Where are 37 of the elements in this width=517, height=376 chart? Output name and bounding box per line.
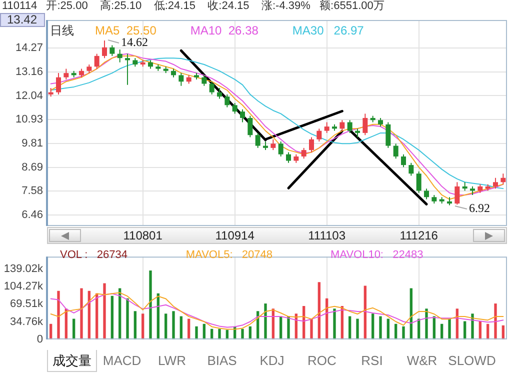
text: 13.42 bbox=[6, 12, 38, 26]
text: MAVOL5: 20748 bbox=[186, 249, 273, 262]
y-tick-label: 9.81 bbox=[22, 137, 43, 150]
y-tick-label: 14.27 bbox=[15, 42, 43, 54]
text: SLOWD bbox=[447, 352, 497, 370]
text: ROC bbox=[306, 352, 338, 370]
text: MA5 25.50 bbox=[95, 23, 157, 38]
y-tick-label: 13.16 bbox=[15, 66, 43, 78]
y-tick-label: 0 bbox=[36, 333, 43, 346]
y-tick-label: 10.93 bbox=[15, 114, 43, 126]
y-tick-label: 104.27k bbox=[4, 280, 44, 292]
text: BIAS bbox=[206, 352, 238, 370]
text: RSI bbox=[360, 352, 384, 370]
x-tick-label: 110801 bbox=[123, 228, 163, 243]
x-tick-label: 111216 bbox=[400, 228, 438, 243]
annotation: 日线 bbox=[50, 23, 74, 38]
text: 成交量 bbox=[47, 350, 97, 372]
text: KDJ bbox=[258, 352, 286, 370]
y-tick-label: 34.76k bbox=[10, 316, 44, 328]
text: MACD bbox=[102, 352, 142, 370]
text: MA30 26.97 bbox=[292, 23, 364, 38]
text: VOL : 26734 bbox=[60, 249, 128, 262]
y-tick-label: 6.46 bbox=[22, 209, 43, 222]
y-tick-label: 7.58 bbox=[22, 185, 43, 198]
text: LWR bbox=[157, 352, 187, 370]
y-tick-label: 8.69 bbox=[22, 161, 43, 174]
y-tick-label: 69.51k bbox=[10, 298, 44, 310]
annotation: 6.92 bbox=[469, 201, 490, 216]
y-tick-label: 139.02k bbox=[4, 262, 44, 275]
text: MA10 26.38 bbox=[190, 23, 259, 38]
text: MAVOL10: 22483 bbox=[330, 249, 424, 262]
annotation: 14.62 bbox=[121, 35, 148, 50]
text: W&R bbox=[406, 352, 438, 370]
text: 110114 开:25.00 高:25.10 低:24.15 收:24.15 涨:-4.39% 额:6551.00万 bbox=[2, 0, 384, 12]
x-tick-label: 111103 bbox=[308, 228, 346, 243]
y-tick-label: 12.04 bbox=[15, 90, 43, 102]
x-tick-label: 110914 bbox=[215, 228, 255, 243]
